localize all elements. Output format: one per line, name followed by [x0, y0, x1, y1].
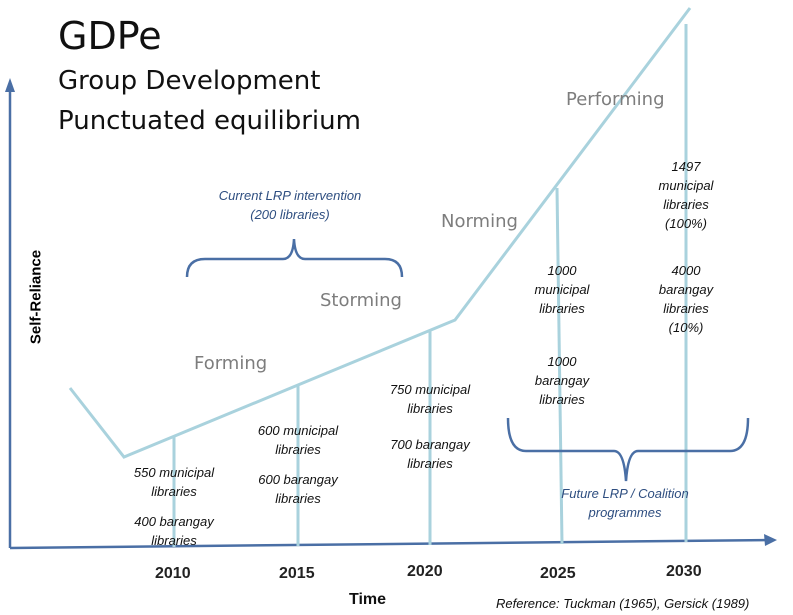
current-intervention-note: Current LRP intervention (200 libraries) — [218, 188, 362, 222]
milestone-2010-municipal: 550 municipal libraries — [133, 465, 215, 499]
marker-2025 — [555, 187, 564, 545]
milestone-2025-barangay: 1000 barangay libraries — [534, 354, 590, 407]
x-axis — [9, 538, 771, 550]
stage-performing: Performing — [566, 89, 665, 110]
year-label-2020: 2020 — [407, 563, 443, 580]
milestone-2025-municipal: 1000 municipal libraries — [534, 263, 590, 316]
y-axis-arrow — [5, 78, 15, 92]
milestone-2015-municipal: 600 municipal libraries — [257, 423, 339, 457]
year-label-2015: 2015 — [279, 565, 315, 582]
milestone-2015-barangay: 600 barangay libraries — [258, 472, 338, 506]
milestone-2020-municipal: 750 municipal libraries — [389, 382, 471, 416]
diagram-title: GDPe — [58, 14, 162, 58]
milestone-2030-municipal: 1497 municipal libraries (100%) — [658, 159, 714, 231]
x-axis-label: Time — [349, 591, 387, 608]
milestone-2030-barangay: 4000 barangay libraries (10%) — [658, 263, 714, 335]
subtitle-line-1: Group Development — [58, 66, 321, 96]
future-intervention-brace — [506, 417, 750, 482]
future-intervention-note: Future LRP / Coalition programmes — [561, 486, 689, 520]
year-label-2025: 2025 — [540, 565, 576, 582]
year-label-2010: 2010 — [155, 565, 191, 582]
year-label-2030: 2030 — [666, 563, 702, 580]
milestone-2020-barangay: 700 barangay libraries — [390, 437, 470, 471]
current-intervention-brace — [185, 238, 404, 278]
milestone-2010-barangay: 400 barangay libraries — [134, 514, 214, 548]
subtitle-line-2: Punctuated equilibrium — [58, 106, 361, 136]
stage-norming: Norming — [441, 211, 518, 232]
development-curve — [68, 7, 692, 459]
x-axis-arrow — [764, 534, 777, 546]
y-axis-label: Self-Reliance — [27, 249, 45, 345]
reference-note: Reference: Tuckman (1965), Gersick (1989… — [496, 596, 750, 611]
stage-storming: Storming — [320, 290, 402, 311]
stage-forming: Forming — [194, 353, 268, 374]
